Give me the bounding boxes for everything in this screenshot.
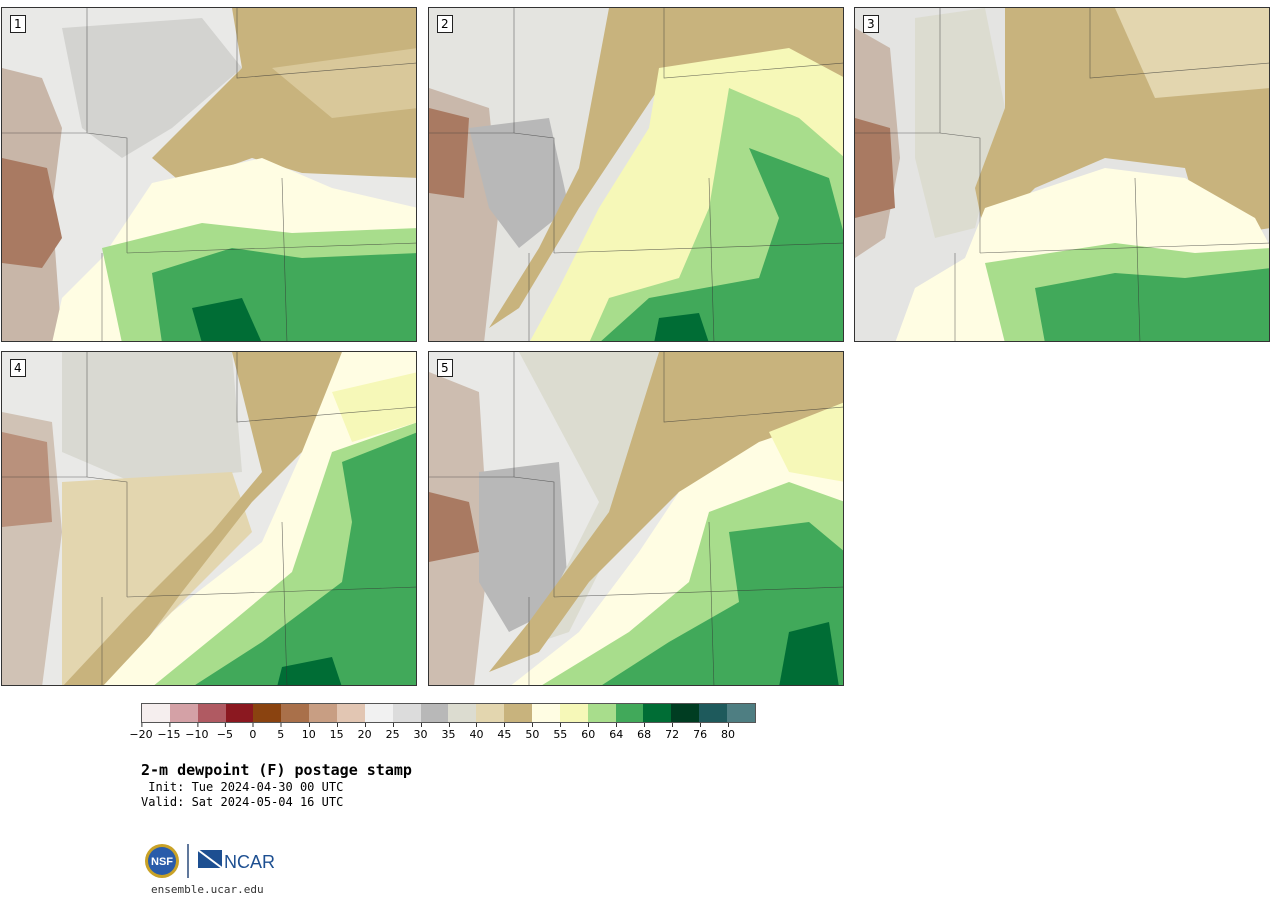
panel-number-label: 5: [437, 359, 453, 377]
colorbar-segment: [504, 704, 533, 722]
product-title: 2-m dewpoint (F) postage stamp: [141, 761, 412, 779]
colorbar-tick-label: 40: [469, 723, 484, 741]
colorbar-tick-labels: −20 −15 −10 −5 0 5 10 15 20 25 30 35 40 45 50 55 60 64 68 7…: [129, 723, 756, 744]
dewpoint-map-5: [429, 352, 843, 685]
colorbar-tick-label: −20: [129, 723, 153, 741]
init-time: Init: Tue 2024-04-30 00 UTC: [141, 780, 344, 794]
colorbar-tick-label: 72: [665, 723, 680, 741]
colorbar-tick-label: 20: [357, 723, 372, 741]
colorbar-segment: [364, 704, 393, 722]
colorbar-tick-label: 5: [277, 723, 285, 741]
dewpoint-colorbar: [141, 703, 756, 723]
nsf-ncar-logo: NSF NCAR: [144, 842, 275, 880]
colorbar-segment: [142, 704, 170, 722]
colorbar-segment: [281, 704, 310, 722]
colorbar-segment: [699, 704, 728, 722]
colorbar-tick-label: 15: [329, 723, 344, 741]
colorbar-segment: [392, 704, 421, 722]
colorbar-segment: [420, 704, 449, 722]
map-panel-1: 1: [1, 7, 417, 342]
colorbar-tick-label: 64: [609, 723, 624, 741]
colorbar-segment: [169, 704, 198, 722]
colorbar-tick-label: −10: [185, 723, 209, 741]
colorbar-tick-label: −15: [157, 723, 181, 741]
dewpoint-map-4: [2, 352, 416, 685]
map-panel-4: 4: [1, 351, 417, 686]
colorbar-segment: [337, 704, 365, 722]
colorbar-tick-label: 80: [721, 723, 736, 741]
colorbar-segment: [197, 704, 226, 722]
dewpoint-map-1: [2, 8, 416, 341]
colorbar-segment: [532, 704, 560, 722]
colorbar-segment: [559, 704, 588, 722]
panel-number-label: 1: [10, 15, 26, 33]
colorbar-segment: [643, 704, 672, 722]
panel-number-label: 4: [10, 359, 26, 377]
colorbar-segment: [476, 704, 505, 722]
website-text: ensemble.ucar.edu: [151, 883, 264, 896]
colorbar-tick-label: −5: [216, 723, 233, 741]
colorbar-segment: [671, 704, 700, 722]
colorbar-segment: [727, 704, 755, 722]
colorbar-tick-label: 25: [385, 723, 400, 741]
colorbar-segment: [225, 704, 254, 722]
colorbar-tick-label: 68: [637, 723, 652, 741]
panel-number-label: 2: [437, 15, 453, 33]
colorbar-segment: [309, 704, 338, 722]
map-panel-2: 2: [428, 7, 844, 342]
valid-time: Valid: Sat 2024-05-04 16 UTC: [141, 795, 344, 809]
panel-number-label: 3: [863, 15, 879, 33]
colorbar-tick-label: 0: [249, 723, 257, 741]
colorbar-tick-label: 50: [525, 723, 540, 741]
colorbar-tick-label: 10: [301, 723, 316, 741]
colorbar-tick-label: 45: [497, 723, 512, 741]
dewpoint-map-3: [855, 8, 1269, 341]
colorbar-segment: [615, 704, 644, 722]
dewpoint-map-2: [429, 8, 843, 341]
map-panel-5: 5: [428, 351, 844, 686]
colorbar-segment: [448, 704, 477, 722]
colorbar-tick-label: 76: [693, 723, 708, 741]
colorbar-tick-label: 55: [553, 723, 568, 741]
colorbar-tick-label: 60: [581, 723, 596, 741]
map-panel-3: 3: [854, 7, 1270, 342]
colorbar-tick-label: 30: [413, 723, 428, 741]
nsf-logo-text: NSF: [151, 856, 173, 868]
colorbar-tick-label: 35: [441, 723, 456, 741]
colorbar-segment: [253, 704, 282, 722]
colorbar-segment: [587, 704, 616, 722]
ncar-logo-text: NCAR: [224, 852, 274, 872]
